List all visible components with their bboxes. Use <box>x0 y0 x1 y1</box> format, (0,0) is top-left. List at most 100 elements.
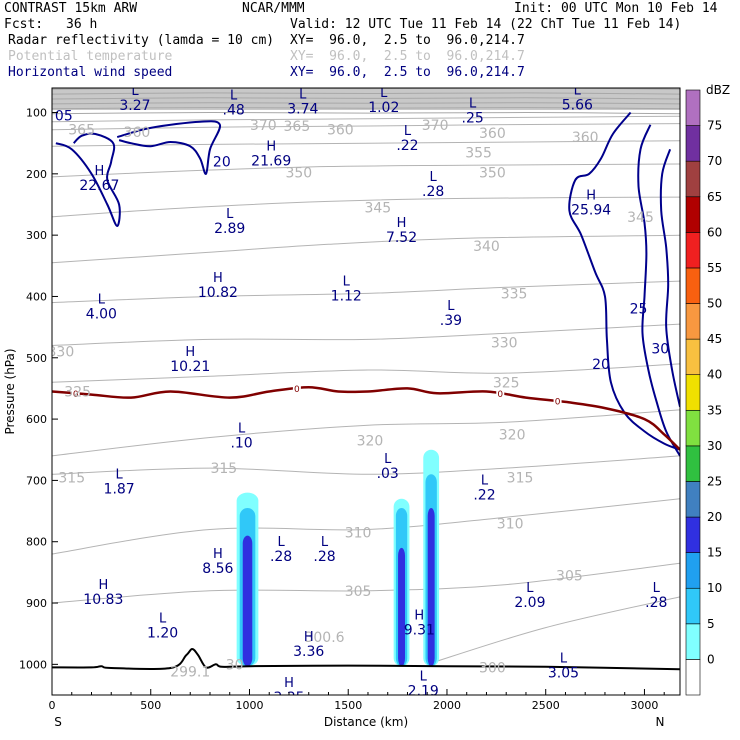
theta-contour-305 <box>52 562 680 604</box>
high-marker: H <box>185 345 195 360</box>
wind-label: 25 <box>630 302 648 318</box>
x-tick-label: 2500 <box>532 699 560 712</box>
low-marker: L <box>299 87 307 102</box>
extremum-value: 5.66 <box>562 98 593 114</box>
colorbar-swatch <box>685 196 701 233</box>
theta-label: 305 <box>345 584 372 600</box>
theta-label: 305 <box>556 568 583 584</box>
upper-theta-contour <box>52 102 680 105</box>
low-marker: L <box>131 84 139 99</box>
freezing-level-contour: 0 0 0 0 <box>52 383 680 451</box>
field-name-wind: Horizontal wind speed <box>8 65 173 80</box>
y-tick-label: 300 <box>26 229 47 242</box>
north-label: N <box>656 715 665 729</box>
theta-label: 299.1 <box>170 665 210 681</box>
low-marker: L <box>447 299 455 314</box>
extremum-value: .03 <box>377 466 399 482</box>
upper-theta-contour <box>52 92 680 95</box>
extremum-value: 3.05 <box>548 665 579 681</box>
low-marker: L <box>384 452 392 467</box>
potential-temperature-contours <box>52 88 680 665</box>
extremum-value: .28 <box>645 595 667 611</box>
reflectivity-cells <box>236 449 440 667</box>
low-marker: L <box>98 293 106 308</box>
high-marker: H <box>284 676 294 691</box>
low-marker: L <box>481 474 489 489</box>
extremum-value: .28 <box>422 184 444 200</box>
theta-contour-315 <box>52 455 680 475</box>
freezing-level-label: 0 <box>497 390 503 400</box>
colorbar: 0 5 10 15 20 25 30 35 40 45 50 55 60 65 70 75 dBZ <box>685 83 730 696</box>
low-marker: L <box>380 86 388 101</box>
extremum-value: 1.87 <box>104 481 135 497</box>
theta-label: 300 <box>479 660 506 676</box>
theta-label: 350 <box>285 166 312 182</box>
wind-contour-20-2 <box>568 111 680 451</box>
high-marker: H <box>397 216 407 231</box>
extremum-value: 3.27 <box>119 98 150 114</box>
colorbar-swatch <box>685 160 701 198</box>
extremum-value: 7.52 <box>386 230 417 246</box>
y-tick-label: 1000 <box>19 658 47 671</box>
colorbar-swatch <box>685 374 701 411</box>
colorbar-level-label: 40 <box>707 368 722 382</box>
high-marker: H <box>414 608 424 623</box>
theta-contour-365 <box>52 115 680 123</box>
upper-theta-contour <box>52 107 680 110</box>
valid-time: Valid: 12 UTC Tue 11 Feb 14 (22 ChT Tue … <box>290 17 682 32</box>
theta-label: 345 <box>364 201 391 217</box>
low-marker: L <box>277 535 285 550</box>
y-tick-label: 600 <box>26 413 47 426</box>
colorbar-swatch <box>685 125 701 162</box>
low-marker: L <box>343 274 351 289</box>
y-tick-label: 500 <box>26 352 47 365</box>
theta-label: 360 <box>124 125 151 141</box>
y-axis-label: Pressure (hPa) <box>3 348 17 434</box>
low-marker: L <box>404 124 412 139</box>
colorbar-swatch <box>685 232 701 269</box>
theta-label: 340 <box>473 239 500 255</box>
high-marker: H <box>213 271 223 286</box>
low-marker: L <box>159 611 167 626</box>
extremum-value: 10.21 <box>170 359 210 375</box>
extremum-value: 8.56 <box>202 561 233 577</box>
y-tick-label: 700 <box>26 474 47 487</box>
colorbar-swatch <box>685 303 701 340</box>
init-time: Init: 00 UTC Mon 10 Feb 14 <box>514 1 718 16</box>
theta-label: 360 <box>479 126 506 142</box>
theta-contour-320 <box>52 409 680 457</box>
theta-label: 315 <box>58 470 85 486</box>
extremum-value: .10 <box>230 435 252 451</box>
wind-label: 20 <box>592 357 610 373</box>
colorbar-swatch <box>685 481 701 518</box>
plot-frame <box>51 87 681 696</box>
high-marker: H <box>98 578 108 593</box>
freezing-level-line <box>52 385 680 451</box>
freezing-label-bg <box>553 396 562 407</box>
colorbar-level-label: 75 <box>707 119 722 133</box>
high-marker: H <box>213 547 223 562</box>
low-marker: L <box>116 467 124 482</box>
colorbar-swatch <box>685 445 701 482</box>
colorbar-level-label: 50 <box>707 297 722 311</box>
extremum-value: 1.20 <box>147 625 178 641</box>
low-marker: L <box>469 96 477 111</box>
fcst-label: Fcst: <box>4 17 44 32</box>
extremum-value: 1.02 <box>368 100 399 116</box>
fcst-value: 36 h <box>66 17 98 32</box>
field-xy-reflectivity: XY= 96.0, 2.5 to 96.0,214.7 <box>290 33 525 48</box>
theta-label: 330 <box>48 345 75 361</box>
x-tick-label: 500 <box>140 699 161 712</box>
wind-speed-contours <box>55 111 680 457</box>
freezing-level-label: 0 <box>294 385 300 395</box>
south-label: S <box>54 715 62 729</box>
x-tick-label: 3000 <box>630 699 658 712</box>
colorbar-swatch <box>685 659 701 696</box>
center-name: NCAR/MMM <box>242 1 305 16</box>
colorbar-level-label: 65 <box>707 190 722 204</box>
extremum-value: 21.69 <box>251 153 291 169</box>
low-marker: L <box>526 581 534 596</box>
colorbar-level-label: 30 <box>707 439 722 453</box>
theta-label: 330 <box>491 335 518 351</box>
